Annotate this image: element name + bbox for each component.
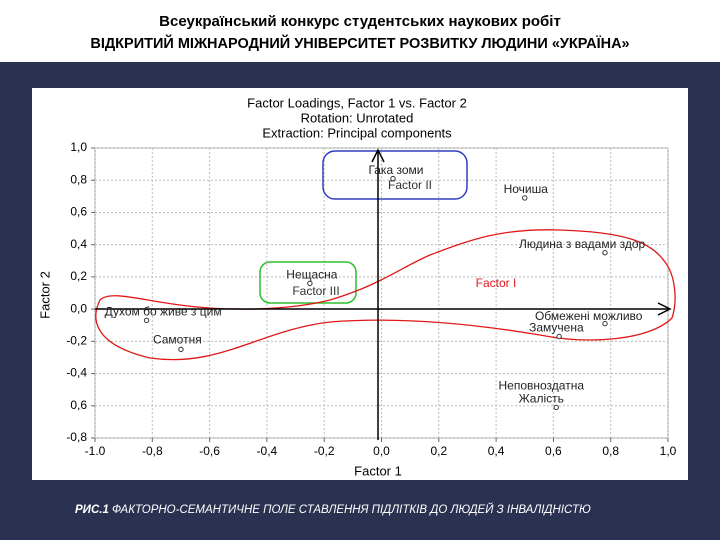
y-tick-label: 1,0 [70, 140, 87, 154]
x-axis-label: Factor 1 [354, 463, 402, 478]
x-tick-label: -0,4 [257, 444, 278, 458]
point-label: Гака зоми [368, 163, 423, 177]
point-label: Самотня [153, 333, 202, 347]
chart-title: Rotation: Unrotated [301, 110, 414, 125]
point [553, 404, 559, 411]
factor-iii-outline [259, 261, 357, 304]
header-band [0, 0, 720, 62]
grid [94, 147, 669, 439]
point [556, 333, 562, 340]
arrow-head [657, 302, 672, 316]
factor-ii-outline [322, 150, 468, 200]
point [390, 175, 396, 182]
x-tick-label: 0,2 [430, 444, 447, 458]
x-tick-label: -0,6 [199, 444, 220, 458]
x-tick-label: 0,0 [373, 444, 390, 458]
caption: РИС.1 ФАКТОРНО-СЕМАНТИЧНЕ ПОЛЕ СТАВЛЕННЯ… [75, 503, 591, 516]
header-line: ВІДКРИТИЙ МІЖНАРОДНИЙ УНІВЕРСИТЕТ РОЗВИТ… [90, 34, 629, 52]
x-tick-label: 1,0 [660, 444, 677, 458]
y-tick-label: -0,4 [66, 366, 87, 380]
point-label: Неповноздатна [499, 379, 585, 393]
y-tick-label: 0,4 [70, 237, 87, 251]
annotation: Factor III [292, 284, 339, 298]
x-tick-label: -0,8 [142, 444, 163, 458]
x-tick-label: 0,6 [545, 444, 562, 458]
y-tick-label: 0,6 [70, 398, 87, 412]
arrow-head [371, 148, 385, 163]
point-label: Обмежені можливо [535, 309, 643, 323]
x-tick-label: -1.0 [85, 444, 106, 458]
y-tick-label: -0,2 [66, 334, 87, 348]
point [178, 346, 184, 353]
chart-panel [32, 88, 688, 480]
point-label: Людина з вадами здор [519, 237, 646, 251]
caption-text: ФАКТОРНО-СЕМАНТИЧНЕ ПОЛЕ СТАВЛЕННЯ ПІДЛІ… [112, 503, 591, 516]
y-tick-label: 0,8 [70, 172, 87, 186]
point-label: Духом бо живе з цим [105, 305, 222, 319]
annotation: Factor II [388, 178, 432, 192]
chart-title: Extraction: Principal components [262, 125, 452, 140]
y-tick-label: 0,6 [70, 205, 87, 219]
y-axis-label: Factor 2 [37, 271, 52, 319]
x-tick-label: -0,2 [314, 444, 335, 458]
y-tick-label: 0,2 [70, 269, 87, 283]
x-tick-label: 0,4 [488, 444, 505, 458]
point [522, 195, 528, 201]
point-label: Замучена [529, 321, 584, 335]
header-line: Всеукраїнський конкурс студентських наук… [159, 13, 561, 30]
point [602, 250, 608, 256]
point [307, 280, 313, 287]
chart-title: Factor Loadings, Factor 1 vs. Factor 2 [247, 95, 467, 110]
point-label: Жалість [519, 392, 564, 406]
point [602, 320, 608, 327]
hand-drawn [95, 148, 676, 440]
point-label: Ночиша [504, 182, 549, 196]
annotation: Factor I [476, 276, 517, 290]
point-label: Нещасна [286, 268, 338, 282]
caption-label: РИС.1 [75, 504, 109, 516]
x-tick-label: 0,8 [602, 444, 619, 458]
y-tick-label: -0,8 [66, 430, 87, 444]
point [143, 317, 150, 324]
y-tick-label: 0,0 [70, 301, 87, 315]
factor-i-outline [95, 229, 676, 361]
